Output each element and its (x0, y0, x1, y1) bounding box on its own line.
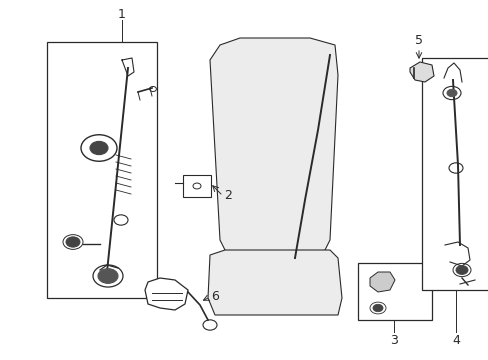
Circle shape (455, 266, 467, 274)
Circle shape (372, 304, 382, 312)
Circle shape (446, 89, 456, 97)
Circle shape (98, 269, 118, 283)
Bar (183, 175, 210, 197)
Text: 5: 5 (414, 33, 422, 46)
Circle shape (66, 237, 80, 247)
Polygon shape (207, 250, 341, 315)
Text: 3: 3 (389, 333, 397, 346)
Text: 1: 1 (118, 8, 126, 21)
Circle shape (90, 141, 108, 155)
Bar (47, 42, 157, 298)
Bar (357, 263, 431, 320)
Text: 2: 2 (224, 189, 231, 202)
Text: 4: 4 (451, 333, 459, 346)
Polygon shape (409, 62, 433, 82)
Polygon shape (209, 38, 337, 255)
Text: 6: 6 (211, 291, 219, 303)
Polygon shape (145, 278, 187, 310)
Bar (421, 58, 488, 290)
Polygon shape (369, 272, 394, 292)
